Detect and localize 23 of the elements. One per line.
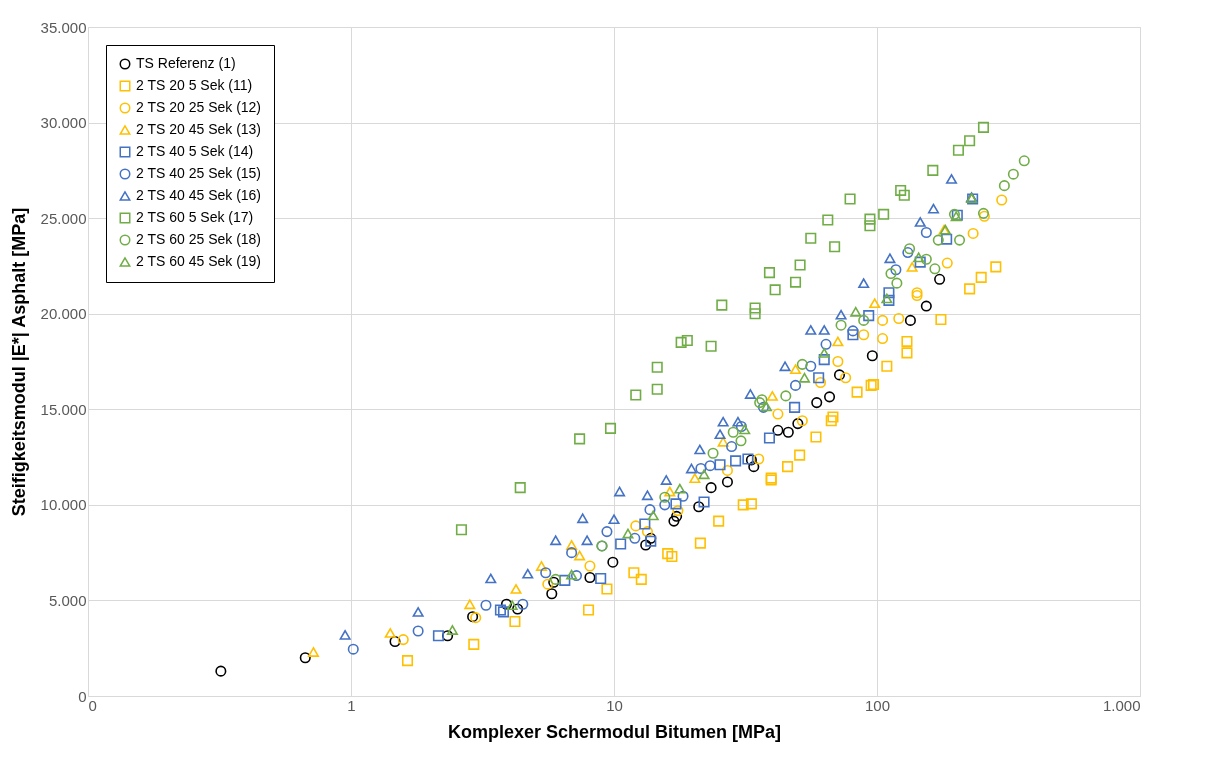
y-tick-label: 30.000 (40, 114, 87, 132)
legend-label: 2 TS 20 45 Sek (13) (136, 121, 262, 137)
legend-label: 2 TS 40 45 Sek (16) (136, 187, 262, 203)
y-tick-label: 20.000 (40, 305, 87, 323)
legend-label: 2 TS 60 25 Sek (18) (136, 231, 262, 247)
x-axis-title: Komplexer Schermodul Bitumen [MPa] (447, 721, 782, 742)
x-tick-label: 1.000 (1102, 696, 1141, 714)
x-tick-label: 1 (347, 696, 356, 714)
y-tick-label: 5.000 (48, 591, 87, 609)
legend-label: TS Referenz (1) (136, 55, 236, 71)
y-axis-title: Steifigkeitsmodul |E*| Asphalt [MPa] (8, 207, 29, 517)
y-tick-label: 15.000 (40, 400, 87, 418)
y-tick-label: 25.000 (40, 209, 87, 227)
x-tick-label: 100 (864, 696, 891, 714)
legend-label: 2 TS 20 25 Sek (12) (136, 99, 262, 115)
legend-label: 2 TS 40 25 Sek (15) (136, 165, 262, 181)
y-tick-label: 35.000 (40, 18, 87, 36)
y-tick-label: 10.000 (40, 496, 87, 514)
legend-label: 2 TS 40 5 Sek (14) (136, 143, 254, 159)
legend-label: 2 TS 20 5 Sek (11) (136, 77, 253, 93)
x-tick-label: 10 (606, 696, 623, 714)
legend-label: 2 TS 60 45 Sek (19) (136, 253, 262, 269)
legend-label: 2 TS 60 5 Sek (17) (136, 209, 254, 225)
